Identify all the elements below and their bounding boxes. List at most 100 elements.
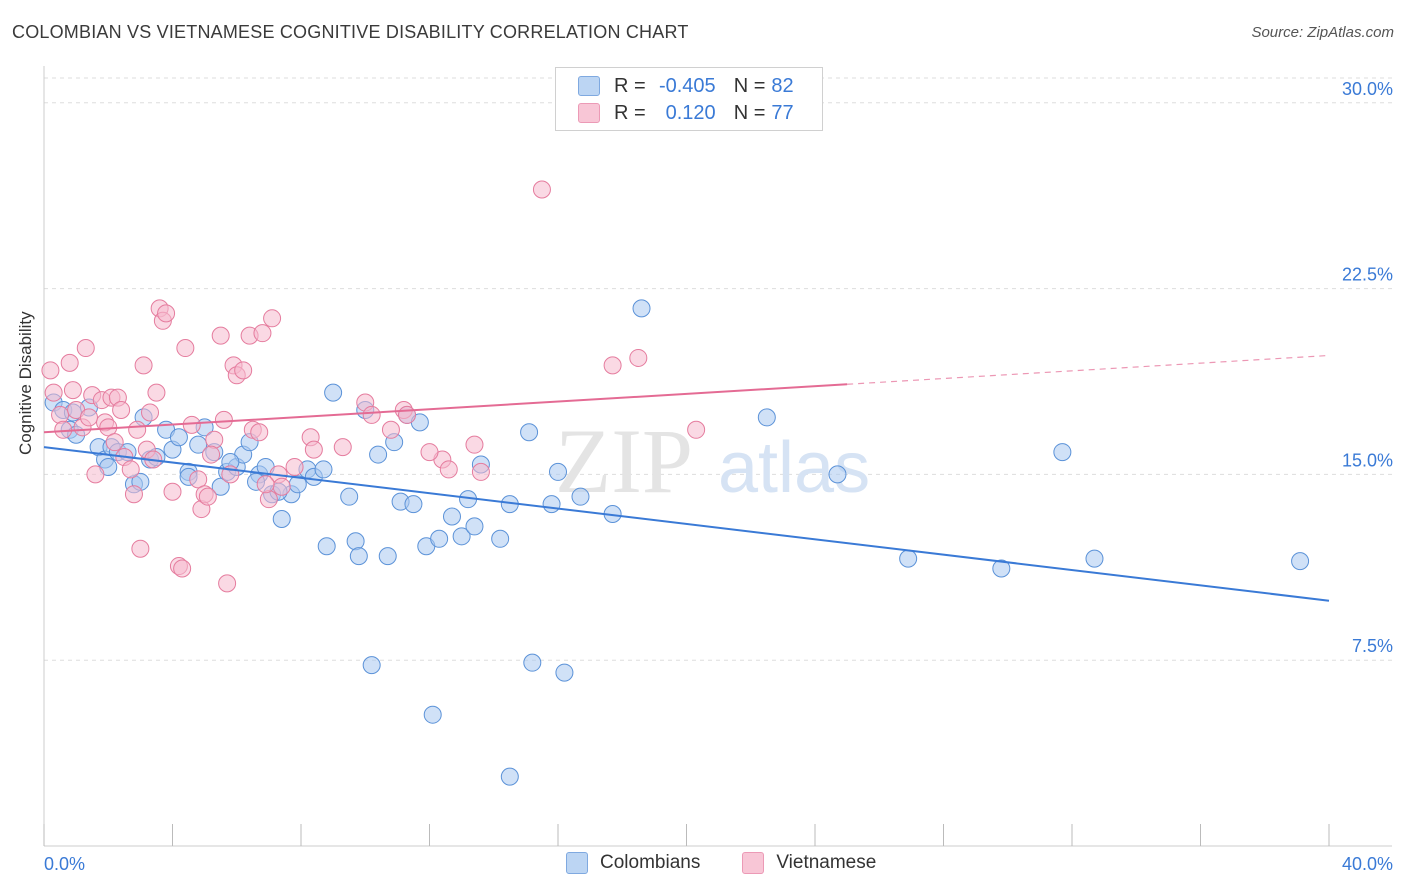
vietnamese-point (163, 482, 182, 501)
vietnamese-point (381, 420, 400, 439)
colombian-point (632, 299, 651, 318)
colombian-point (549, 462, 567, 481)
legend-r-value: -0.405 (658, 74, 716, 97)
vietnamese-point (532, 180, 551, 199)
vietnamese-point (198, 487, 217, 506)
y-tick-label: 22.5% (1342, 265, 1393, 285)
legend-swatch-pink (742, 852, 765, 874)
colombian-point (362, 656, 381, 675)
colombian-point (404, 495, 423, 514)
watermark: ZIP atlas (555, 410, 870, 512)
vietnamese-point (44, 383, 63, 402)
colombians-trend-line (43, 446, 1330, 602)
colombian-point (378, 547, 397, 566)
vietnamese-point (304, 440, 323, 459)
colombian-point (828, 465, 847, 484)
vietnamese-point (687, 420, 706, 439)
vietnamese-point (63, 381, 82, 400)
x-tick-label: 0.0% (44, 854, 85, 874)
colombian-point (491, 529, 510, 548)
vietnamese-point (362, 405, 381, 424)
vietnamese-point (86, 465, 105, 484)
vietnamese-point (263, 309, 282, 328)
colombian-point (314, 460, 333, 479)
y-tick-label: 7.5% (1352, 636, 1393, 656)
axes (43, 66, 1392, 847)
colombian-point (442, 507, 461, 526)
colombian-point (430, 529, 449, 548)
stats-legend: R = -0.405 N = 82 R = 0.120 N = 77 (555, 67, 823, 131)
vietnamese-point (134, 356, 153, 375)
vietnamese-trend-projection (847, 354, 1330, 385)
vietnamese-point (465, 435, 484, 454)
vietnamese-point (214, 410, 233, 429)
legend-r-label: R = (614, 101, 646, 124)
colombian-point (272, 509, 291, 528)
vietnamese-points (41, 180, 706, 593)
vietnamese-point (189, 470, 208, 489)
colombian-point (369, 445, 388, 464)
colombian-point (169, 428, 188, 447)
vietnamese-point (128, 420, 147, 439)
x-tick-label: 40.0% (1342, 854, 1393, 874)
colombian-point (757, 408, 776, 427)
vietnamese-point (60, 353, 79, 372)
vietnamese-point (629, 348, 648, 367)
vietnamese-point (176, 339, 195, 358)
vietnamese-point (333, 438, 352, 457)
colombian-point (1085, 549, 1104, 568)
vietnamese-trend-line (43, 383, 848, 434)
colombian-point (899, 549, 918, 568)
colombian-point (189, 435, 208, 454)
vietnamese-point (603, 356, 622, 375)
vietnamese-point (218, 574, 237, 593)
colombian-point (1291, 552, 1310, 571)
vietnamese-point (112, 400, 131, 419)
legend-r-label: R = (614, 74, 646, 97)
vietnamese-point (272, 477, 291, 496)
legend-swatch-pink (578, 103, 600, 123)
vietnamese-point (398, 405, 417, 424)
legend-swatch-blue (578, 76, 600, 96)
vietnamese-point (234, 361, 253, 380)
colombian-point (542, 495, 561, 514)
vietnamese-point (205, 430, 224, 449)
trend-lines (43, 354, 1330, 602)
y-tick-label: 30.0% (1342, 79, 1393, 99)
colombian-point (349, 547, 368, 566)
colombian-point (324, 383, 343, 402)
legend-item-vietnamese[interactable]: Vietnamese (742, 852, 876, 874)
vietnamese-point (76, 339, 95, 358)
vietnamese-point (250, 423, 269, 442)
vietnamese-point (141, 403, 160, 422)
legend-n-value: 77 (771, 101, 794, 124)
colombian-point (520, 423, 539, 442)
colombian-point (465, 517, 484, 536)
watermark-atlas: atlas (718, 428, 870, 508)
colombian-point (346, 532, 365, 551)
colombian-point (317, 537, 336, 556)
colombian-point (452, 527, 471, 546)
vietnamese-point (256, 475, 275, 494)
vietnamese-point (124, 485, 143, 504)
vietnamese-point (121, 460, 140, 479)
legend-row-colombians: R = -0.405 N = 82 (578, 73, 794, 99)
legend-n-label: N = (733, 74, 766, 97)
legend-n-value: 82 (771, 74, 794, 97)
vietnamese-point (157, 304, 176, 323)
vietnamese-point (131, 539, 150, 558)
colombian-point (500, 767, 519, 786)
y-tick-label: 15.0% (1342, 450, 1393, 470)
vietnamese-point (182, 415, 201, 434)
colombian-point (992, 559, 1011, 578)
legend-label-vietnamese: Vietnamese (776, 852, 877, 873)
legend-item-colombians[interactable]: Colombians (566, 852, 700, 874)
series-legend: Colombians Vietnamese (566, 852, 918, 874)
vietnamese-point (259, 490, 278, 509)
vietnamese-point (471, 462, 490, 481)
vietnamese-point (79, 408, 98, 427)
chart-title: COLOMBIAN VS VIETNAMESE COGNITIVE DISABI… (12, 22, 689, 42)
source-label: Source: ZipAtlas.com (1251, 24, 1394, 41)
colombian-point (523, 653, 542, 672)
